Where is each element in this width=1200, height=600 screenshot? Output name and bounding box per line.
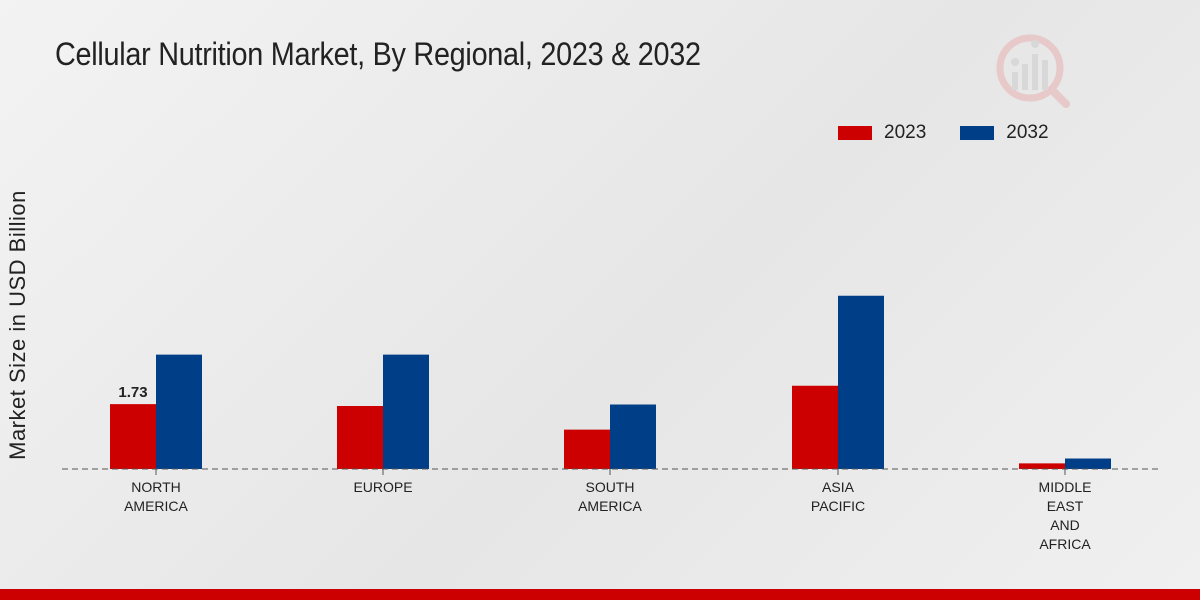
chart-title: Cellular Nutrition Market, By Regional, … xyxy=(55,36,701,72)
x-tick-label-0-line-0: NORTH xyxy=(131,479,181,495)
x-tick-label-3-line-0: ASIA xyxy=(822,479,855,495)
bar-2023-0 xyxy=(110,404,156,469)
x-tick-label-1: EUROPE xyxy=(353,479,412,495)
x-tick-label-4-line-3: AFRICA xyxy=(1039,536,1091,552)
legend-swatch-2032 xyxy=(960,126,995,140)
legend-swatch-2023 xyxy=(838,126,872,140)
bar-2023-2 xyxy=(564,429,610,469)
x-tick-label-2-line-1: AMERICA xyxy=(578,498,642,514)
legend-label-2032: 2032 xyxy=(1006,122,1049,143)
x-tick-label-0: NORTH AMERICA xyxy=(124,479,188,514)
bar-2032-0 xyxy=(156,354,202,469)
bar-2023-3 xyxy=(792,385,838,469)
bar-2032-2 xyxy=(610,404,656,469)
x-tick-label-3: ASIA PACIFIC xyxy=(811,479,865,514)
bottom-accent-bar xyxy=(0,589,1200,600)
legend-item-2032: 2032 xyxy=(960,122,1049,144)
x-tick-label-4-line-1: EAST xyxy=(1047,498,1084,514)
watermark-logo-icon xyxy=(996,34,1070,108)
bar-2032-1 xyxy=(383,354,429,469)
legend-item-2023: 2023 xyxy=(838,122,926,144)
x-tick-label-4-line-0: MIDDLE xyxy=(1039,479,1092,495)
bar-2023-1 xyxy=(337,406,383,469)
chart-legend: 2023 2032 xyxy=(838,122,1083,144)
bar-2032-4 xyxy=(1065,458,1111,469)
bar-2032-3 xyxy=(838,295,884,469)
bar-2023-4 xyxy=(1019,463,1065,469)
legend-label-2023: 2023 xyxy=(884,122,927,143)
data-label-2023-0: 1.73 xyxy=(118,384,147,401)
x-tick-label-2: SOUTH AMERICA xyxy=(578,479,642,514)
x-tick-label-0-line-1: AMERICA xyxy=(124,498,188,514)
x-tick-label-2-line-0: SOUTH xyxy=(586,479,635,495)
x-tick-label-4: MIDDLE EAST AND AFRICA xyxy=(1039,479,1092,552)
x-tick-label-4-line-2: AND xyxy=(1050,517,1080,533)
x-tick-label-1-line-0: EUROPE xyxy=(353,479,412,495)
x-tick-label-3-line-1: PACIFIC xyxy=(811,498,865,514)
